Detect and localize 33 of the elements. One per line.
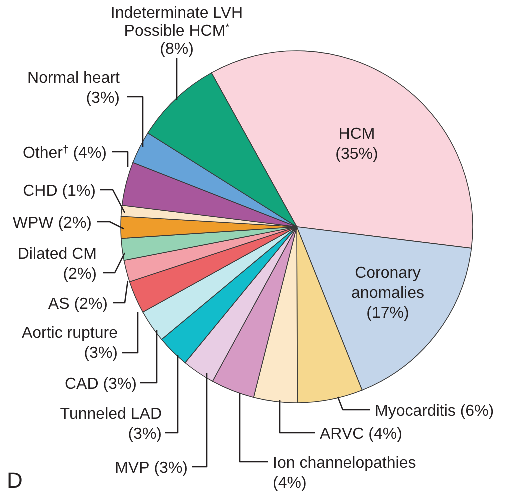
slice-label: Normal heart — [28, 70, 121, 87]
data-label: (3%) — [86, 90, 120, 107]
data-label: (17%) — [366, 305, 410, 322]
slice-label: CAD — [64, 376, 99, 393]
data-label: (2%) — [63, 266, 97, 283]
data-label: (4%) — [273, 475, 307, 492]
data-label: (2%) — [58, 215, 92, 232]
data-label: (4%) — [73, 145, 107, 162]
slice-label: WPW — [12, 215, 55, 232]
slice-label: Indeterminate LVH Possible HCM$^{*}$ — [110, 5, 244, 40]
slice-label: Dilated CM — [18, 246, 98, 263]
data-label: (3%) — [103, 376, 137, 393]
data-label: (3%) — [128, 426, 162, 443]
data-label: (2%) — [74, 296, 108, 313]
slice-label: Coronary anomalies — [352, 265, 424, 302]
slice-label: ARVC — [320, 426, 364, 443]
slice-label: CHD — [23, 183, 58, 200]
data-label: (6%) — [460, 403, 494, 420]
slice-label: Other$^{†}$ — [22, 144, 69, 162]
slice-label: HCM — [338, 126, 376, 143]
slice-label: Ion channelopathies — [273, 455, 416, 472]
slice-label: Aortic rupture — [22, 325, 118, 342]
data-label: (1%) — [62, 183, 96, 200]
data-label: (3%) — [84, 345, 118, 362]
slice-label: Myocarditis — [375, 403, 456, 420]
data-label: (35%) — [336, 146, 378, 163]
slice-label: AS — [48, 296, 70, 313]
data-label: (4%) — [368, 426, 402, 443]
data-label: (8%) — [160, 41, 194, 58]
text: D — [7, 468, 23, 493]
data-label: (3%) — [154, 460, 188, 477]
slice-label: Tunneled LAD — [60, 406, 162, 423]
slice-label: MVP — [115, 460, 150, 477]
